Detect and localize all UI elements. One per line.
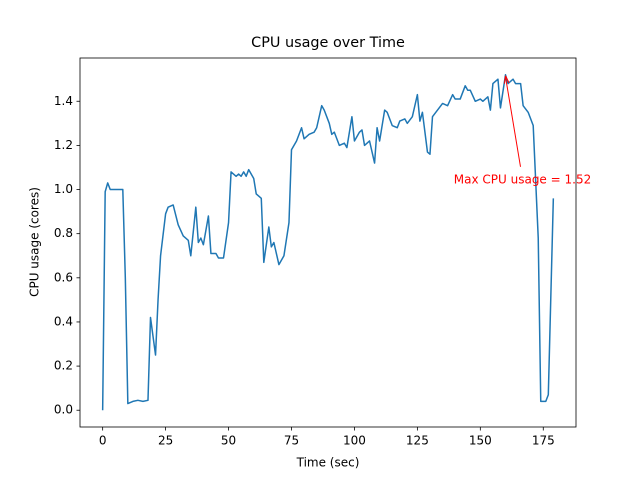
y-axis-label: CPU usage (cores)	[28, 187, 42, 297]
x-tick-label: 150	[469, 434, 492, 448]
x-tick-label: 100	[343, 434, 366, 448]
x-tick-label: 25	[158, 434, 173, 448]
x-tick-label: 125	[406, 434, 429, 448]
chart-title: CPU usage over Time	[251, 35, 405, 51]
data-line	[101, 74, 555, 411]
y-tick-label: 1.4	[54, 94, 73, 108]
x-tick-label: 75	[284, 434, 299, 448]
x-axis-label: Time (sec)	[296, 456, 360, 470]
plot-frame	[79, 57, 577, 428]
y-tick-label: 0.0	[54, 403, 73, 417]
x-tick-label: 175	[532, 434, 555, 448]
x-tick-label: 50	[221, 434, 236, 448]
annotation-text: Max CPU usage = 1.52	[454, 172, 591, 186]
y-tick-label: 1.0	[54, 182, 73, 196]
annotation-arrow	[505, 76, 521, 167]
y-tick-label: 1.2	[54, 138, 73, 152]
y-tick-label: 0.8	[54, 226, 73, 240]
x-tick-label: 0	[99, 434, 107, 448]
annotation-arrowhead	[503, 75, 510, 84]
y-tick-label: 0.6	[54, 270, 73, 284]
y-tick-label: 0.2	[54, 359, 73, 373]
y-tick-label: 0.4	[54, 314, 73, 328]
